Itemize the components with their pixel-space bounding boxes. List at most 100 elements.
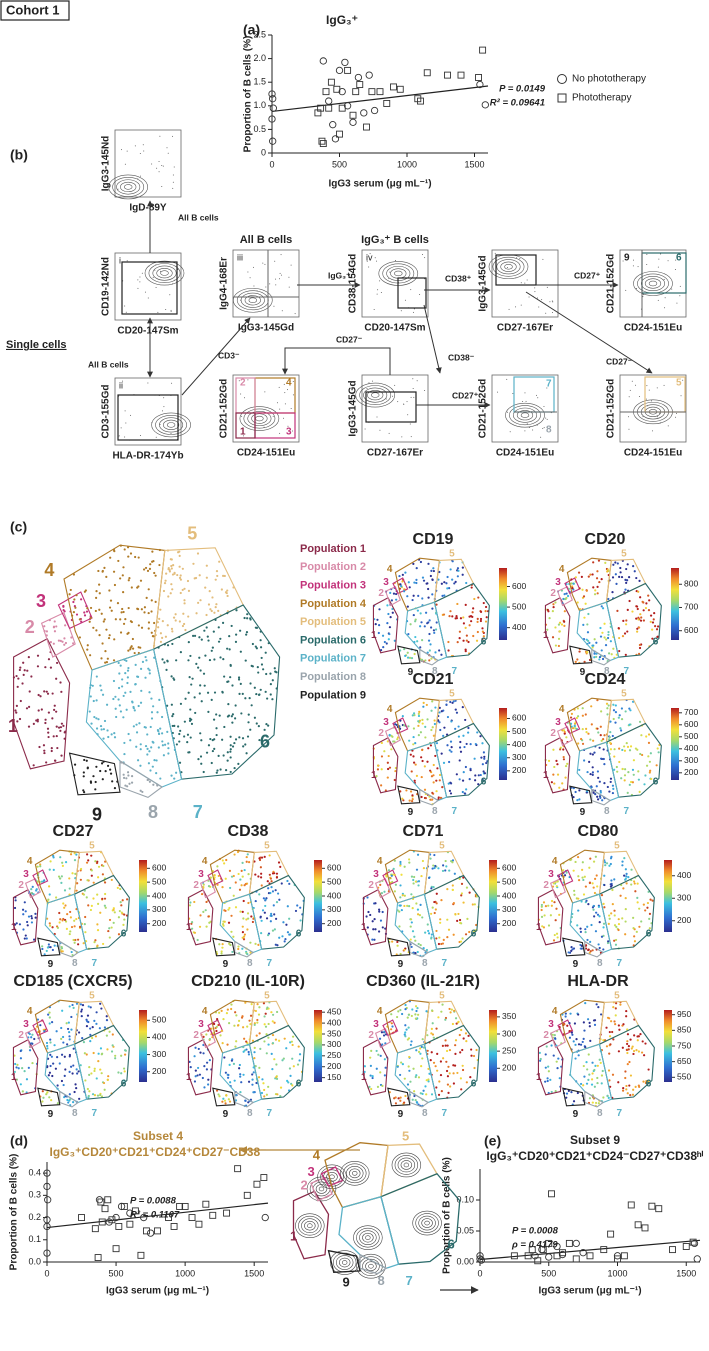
cell-dot: [600, 757, 603, 760]
cell-dot: [171, 630, 174, 633]
cell-dot: [608, 864, 611, 867]
cell-dot: [446, 936, 449, 939]
cell-dot: [406, 656, 410, 659]
cell-dot: [649, 898, 652, 901]
cell-dot: [632, 916, 635, 919]
cell-dot: [267, 1085, 270, 1088]
point: [363, 123, 370, 131]
cell-dot: [433, 719, 436, 722]
cell-dot: [152, 783, 155, 786]
cell-dot: [366, 926, 369, 929]
cell-dot: [14, 899, 17, 902]
cell-dot: [89, 908, 93, 912]
contour: [248, 297, 258, 303]
cell-dot: [435, 1086, 438, 1089]
cell-dot: [445, 703, 448, 706]
contour: [349, 1168, 361, 1179]
cell-dot: [636, 627, 639, 630]
cell-dot: [44, 718, 47, 721]
cell-dot: [63, 1055, 66, 1058]
y-tick-label: 0: [261, 147, 266, 157]
colorbar-tick-label: 200: [152, 918, 166, 928]
event-dot: [368, 266, 370, 268]
cell-dot: [575, 1038, 578, 1041]
cell-dot: [26, 669, 29, 672]
cell-dot: [169, 592, 172, 595]
point: [112, 1213, 120, 1222]
cell-dot: [234, 704, 237, 707]
cell-dot: [430, 1051, 433, 1054]
cell-dot: [608, 738, 611, 741]
cell-dot: [448, 587, 451, 590]
cell-dot: [596, 1076, 599, 1080]
cell-dot: [282, 921, 285, 924]
cell-dot: [422, 867, 426, 870]
colorbar-tick-label: 800: [684, 579, 698, 589]
event-dot: [124, 436, 126, 438]
cell-dot: [94, 780, 97, 784]
cell-dot: [234, 717, 237, 720]
cell-dot: [236, 850, 240, 854]
cell-dot: [126, 669, 130, 672]
cell-dot: [191, 634, 195, 637]
event-dot: [275, 284, 277, 286]
point: [376, 88, 384, 96]
cell-dot: [190, 922, 193, 925]
event-dot: [409, 423, 411, 425]
gate-number: 4: [27, 856, 33, 867]
gate-number: 5: [621, 688, 627, 699]
gate-number: 6: [296, 928, 302, 939]
gate-number: 3: [36, 591, 46, 611]
cell-dot: [28, 690, 31, 693]
cell-dot: [209, 920, 212, 923]
arrow-label: CD27⁻: [606, 356, 633, 366]
cell-dot: [60, 1037, 63, 1040]
cell-dot: [199, 599, 202, 602]
cell-dot: [435, 742, 439, 745]
colorbar-tick-label: 500: [512, 601, 526, 611]
cell-dot: [370, 1049, 373, 1052]
event-dot: [537, 297, 539, 299]
cell-dot: [93, 1094, 97, 1097]
cell-dot: [378, 910, 381, 913]
flow-plot: [619, 249, 687, 318]
cell-dot: [70, 950, 73, 954]
cell-dot: [68, 1055, 71, 1058]
gate-number: 1: [361, 1072, 367, 1083]
contour: [315, 1184, 328, 1194]
cell-dot: [484, 605, 488, 609]
cell-dot: [178, 550, 181, 553]
gate: [73, 850, 115, 896]
cell-dot: [454, 699, 457, 702]
cell-dot: [608, 914, 611, 917]
cell-dot: [230, 1003, 233, 1006]
cell-dot: [624, 933, 627, 936]
cell-dot: [172, 677, 175, 680]
gate: [591, 788, 612, 806]
cell-dot: [629, 745, 633, 748]
point: [669, 1246, 676, 1254]
flow-plot: [361, 374, 429, 443]
cell-dot: [432, 1061, 436, 1064]
cell-dot: [461, 779, 465, 782]
cell-dot: [86, 853, 89, 856]
cell-dot: [390, 748, 393, 751]
cell-dot: [406, 1083, 410, 1086]
cell-dot: [102, 1081, 106, 1085]
cell-dot: [374, 623, 377, 626]
gate-number: 9: [408, 667, 414, 678]
event-dot: [166, 147, 168, 149]
cell-dot: [465, 742, 468, 746]
cell-dot: [593, 638, 596, 641]
cell-dot: [454, 580, 457, 583]
cell-dot: [66, 1027, 70, 1031]
cell-dot: [479, 619, 482, 623]
cell-dot: [270, 1011, 273, 1014]
cell-dot: [173, 571, 176, 574]
cell-dot: [591, 906, 595, 909]
cell-dot: [117, 686, 121, 690]
cell-dot: [540, 915, 544, 918]
cell-dot: [45, 761, 48, 764]
cell-dot: [450, 746, 453, 749]
gate-number: 8: [604, 806, 610, 817]
